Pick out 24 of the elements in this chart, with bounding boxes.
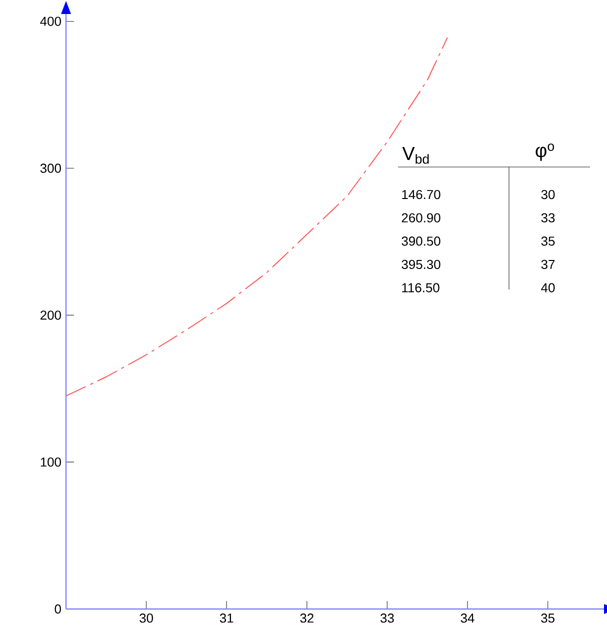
annotation: φ$^{o}$ [536,144,554,161]
x-tick-label: 33 [380,614,394,623]
annotation: 37 [541,260,555,270]
annotation: 40 [541,283,555,292]
y-tick-label: 100 [40,457,61,467]
y-tick-label: 400 [40,16,61,26]
line-series [66,37,448,396]
annotation: 395.30 [402,260,440,270]
y-tick-label: 300 [40,164,61,173]
annotation: 35 [541,236,555,246]
annotation: 33 [541,213,555,222]
x-tick-label: 35 [541,614,554,623]
annotation: 146.70 [402,190,440,200]
y-tick-label: 0 [54,604,61,614]
annotation: 390.50 [402,236,440,246]
x-tick-label: 32 [300,614,314,623]
x-tick-label: 34 [460,614,474,623]
y-tick-label: 200 [40,310,61,320]
x-tick-label: 31 [220,614,234,623]
annotation: 116.50 [402,283,440,292]
x-tick-label: 30 [140,614,153,623]
annotation: 30 [541,190,555,200]
annotation: 260.90 [402,213,440,222]
annotation: V$_{bd}$ [402,146,429,164]
